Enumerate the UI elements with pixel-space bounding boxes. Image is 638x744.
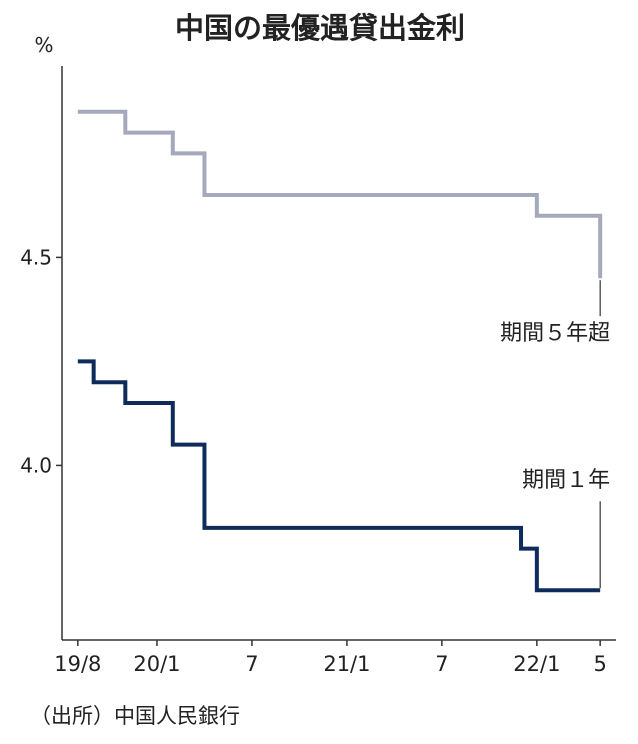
step-line: [77, 109, 603, 279]
x-tick-label: 5: [593, 652, 606, 676]
series-label: 期間５年超: [500, 321, 610, 346]
chart-title: 中国の最優遇貸出金利: [175, 11, 465, 45]
y-tick-label: 4.0: [20, 453, 52, 477]
x-tick-label: 7: [245, 652, 258, 676]
x-tick-label: 7: [435, 652, 448, 676]
x-tick-label: 21/1: [323, 652, 370, 676]
source: （出所）中国人民銀行: [30, 704, 240, 728]
series-label: 期間１年: [522, 468, 610, 493]
y-unit: %: [34, 33, 53, 57]
x-tick-label: 22/1: [513, 652, 560, 676]
x-tick-label: 19/8: [54, 652, 101, 676]
x-tick-label: 20/1: [133, 652, 180, 676]
step-line: [77, 359, 601, 593]
y-tick-label: 4.5: [20, 245, 52, 269]
